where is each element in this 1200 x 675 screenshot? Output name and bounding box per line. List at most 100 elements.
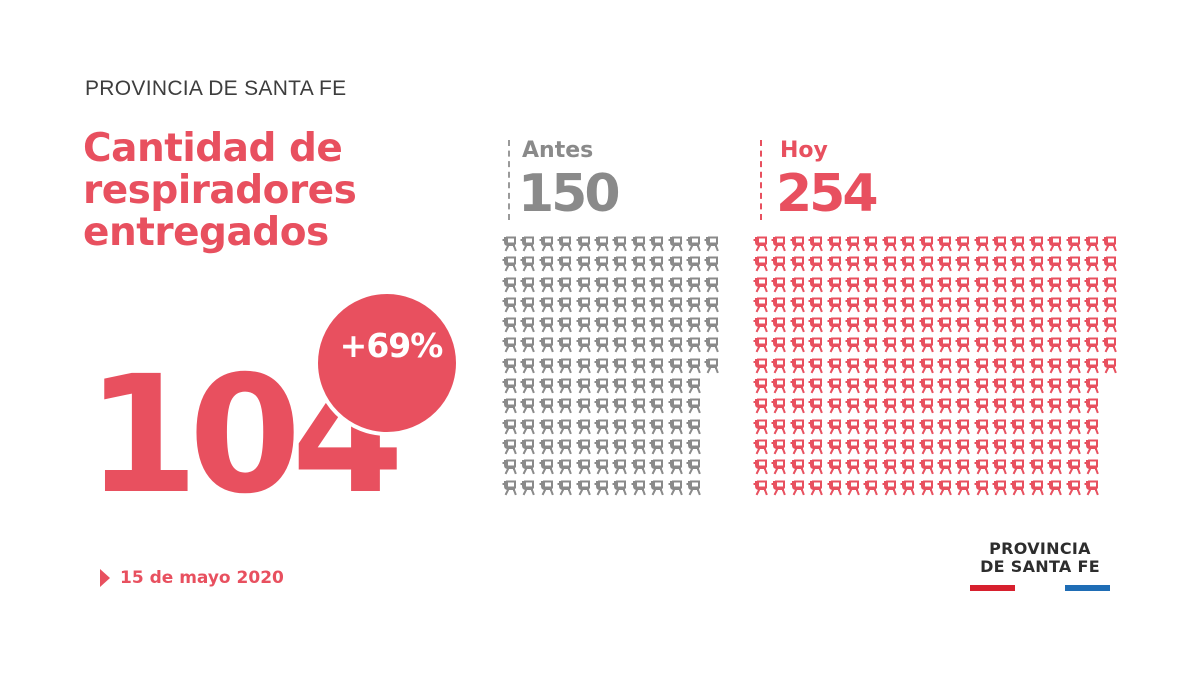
ventilator-icon bbox=[974, 236, 992, 256]
ventilator-icon bbox=[845, 358, 860, 374]
ventilator-icon bbox=[753, 459, 771, 479]
ventilator-icon bbox=[612, 256, 628, 272]
ventilator-icon bbox=[557, 317, 575, 337]
ventilator-icon bbox=[502, 297, 520, 317]
ventilator-icon bbox=[955, 398, 973, 418]
ventilator-icon bbox=[955, 439, 971, 455]
ventilator-icon bbox=[992, 398, 1010, 418]
ventilator-icon bbox=[1029, 480, 1047, 500]
ventilator-icon bbox=[882, 480, 900, 500]
ventilator-icon bbox=[502, 358, 517, 374]
ventilator-icon bbox=[900, 378, 915, 394]
ventilator-icon bbox=[771, 378, 787, 394]
ventilator-icon bbox=[686, 277, 704, 297]
ventilator-icon bbox=[649, 358, 664, 374]
ventilator-icon bbox=[520, 236, 536, 252]
ventilator-icon bbox=[557, 337, 575, 357]
ventilator-icon bbox=[900, 358, 918, 378]
ventilator-icon bbox=[557, 277, 575, 297]
ventilator-icon bbox=[827, 337, 845, 357]
pictogram-row bbox=[502, 256, 723, 276]
ventilator-icon bbox=[502, 398, 520, 418]
ventilator-icon bbox=[790, 277, 805, 292]
date-line: 15 de mayo 2020 bbox=[100, 568, 284, 588]
ventilator-icon bbox=[955, 358, 973, 378]
ventilator-icon bbox=[992, 378, 1007, 394]
ventilator-icon bbox=[557, 256, 572, 272]
ventilator-icon bbox=[771, 277, 787, 292]
ventilator-icon bbox=[1010, 236, 1028, 256]
ventilator-icon bbox=[1066, 439, 1081, 455]
ventilator-icon bbox=[1102, 337, 1118, 353]
pictogram-row bbox=[753, 419, 1121, 439]
ventilator-icon bbox=[771, 439, 789, 459]
ventilator-icon bbox=[1010, 317, 1026, 333]
ventilator-icon bbox=[827, 439, 845, 459]
ventilator-icon bbox=[1084, 358, 1099, 374]
ventilator-icon bbox=[704, 358, 722, 378]
ventilator-icon bbox=[937, 236, 952, 252]
ventilator-icon bbox=[1047, 277, 1063, 292]
ventilator-icon bbox=[576, 337, 594, 357]
ventilator-icon bbox=[649, 378, 664, 394]
pictogram-row bbox=[502, 459, 723, 479]
ventilator-icon bbox=[649, 419, 664, 435]
ventilator-icon bbox=[900, 398, 918, 418]
ventilator-icon bbox=[1010, 398, 1028, 418]
ventilator-icon bbox=[790, 459, 805, 475]
ventilator-icon bbox=[845, 459, 863, 479]
ventilator-icon bbox=[771, 459, 789, 479]
ventilator-icon bbox=[1047, 459, 1065, 479]
ventilator-icon bbox=[1029, 398, 1044, 414]
ventilator-icon bbox=[557, 277, 572, 292]
ventilator-icon bbox=[704, 277, 720, 292]
ventilator-icon bbox=[557, 297, 572, 313]
ventilator-icon bbox=[594, 378, 612, 398]
ventilator-icon bbox=[612, 378, 630, 398]
ventilator-icon bbox=[520, 480, 536, 495]
ventilator-icon bbox=[539, 459, 554, 475]
ventilator-icon bbox=[882, 337, 897, 353]
ventilator-icon bbox=[576, 256, 594, 276]
ventilator-icon bbox=[594, 378, 609, 394]
ventilator-icon bbox=[668, 398, 686, 418]
ventilator-icon bbox=[900, 337, 915, 353]
ventilator-icon bbox=[992, 480, 1010, 500]
ventilator-icon bbox=[790, 297, 808, 317]
ventilator-icon bbox=[863, 378, 881, 398]
ventilator-icon bbox=[520, 297, 536, 313]
ventilator-icon bbox=[686, 277, 701, 292]
ventilator-icon bbox=[1047, 236, 1063, 252]
ventilator-icon bbox=[808, 277, 826, 297]
ventilator-icon bbox=[557, 297, 575, 317]
ventilator-icon bbox=[882, 317, 900, 337]
ventilator-icon bbox=[1010, 277, 1026, 292]
ventilator-icon bbox=[557, 256, 575, 276]
ventilator-icon bbox=[502, 256, 520, 276]
ventilator-icon bbox=[576, 358, 591, 374]
ventilator-icon bbox=[686, 398, 704, 418]
ventilator-icon bbox=[771, 480, 789, 500]
ventilator-icon bbox=[900, 317, 915, 333]
ventilator-icon bbox=[992, 419, 1007, 435]
ventilator-icon bbox=[992, 358, 1010, 378]
ventilator-icon bbox=[808, 297, 823, 313]
ventilator-icon bbox=[919, 297, 937, 317]
ventilator-icon bbox=[863, 419, 881, 439]
ventilator-icon bbox=[686, 480, 701, 495]
ventilator-icon bbox=[1047, 398, 1063, 414]
ventilator-icon bbox=[900, 256, 915, 272]
ventilator-icon bbox=[686, 419, 704, 439]
ventilator-icon bbox=[1066, 297, 1084, 317]
ventilator-icon bbox=[753, 358, 768, 374]
ventilator-icon bbox=[1029, 378, 1047, 398]
ventilator-icon bbox=[502, 398, 517, 414]
ventilator-icon bbox=[845, 419, 860, 435]
ventilator-icon bbox=[882, 459, 897, 475]
ventilator-icon bbox=[1102, 337, 1120, 357]
title-line-3: entregados bbox=[83, 210, 329, 255]
ventilator-icon bbox=[631, 337, 649, 357]
ventilator-icon bbox=[557, 398, 572, 414]
ventilator-icon bbox=[612, 480, 630, 500]
ventilator-icon bbox=[1010, 480, 1028, 500]
